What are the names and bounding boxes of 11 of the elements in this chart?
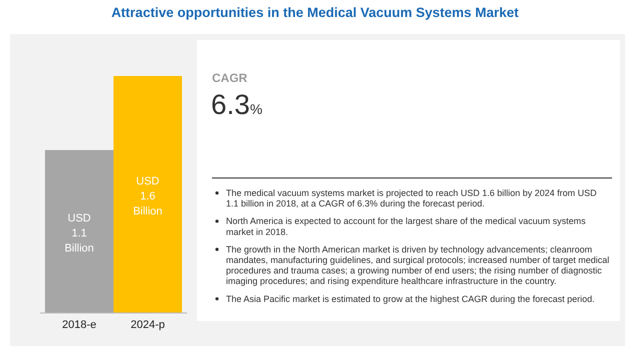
data-label: USD 1.6 Billion: [133, 176, 162, 218]
x-tick-label: 2024-p: [130, 319, 165, 331]
text: 6.3%: [211, 89, 262, 120]
text: Attractive opportunities in the Medical Vacuum Systems Market: [111, 5, 520, 20]
text: The growth in the North American market is driven by technology advancements; cleanroom mandates, manufacturing guidelines, and surgical protocols; increased number of target medical procedures and trauma cases; a growing number of end users; the rising number of diagnostic imaging procedures; and rising expenditure healthcare infrastructure in the country.: [226, 244, 610, 286]
text: The Asia Pacific market is estimated to grow at the highest CAGR during the forecast period.: [226, 294, 595, 304]
text: North America is expected to account for the largest share of the medical vacuum systems market in 2018.: [226, 216, 586, 237]
data-label: USD 1.1 Billion: [64, 212, 94, 255]
text: The medical vacuum systems market is projected to reach USD 1.6 billion by 2024 from USD 1.1 billion in 2018, at a CAGR of 6.3% during the forecast period.: [226, 188, 598, 209]
x-tick-label: 2018-e: [62, 319, 96, 331]
text: CAGR: [212, 71, 248, 85]
